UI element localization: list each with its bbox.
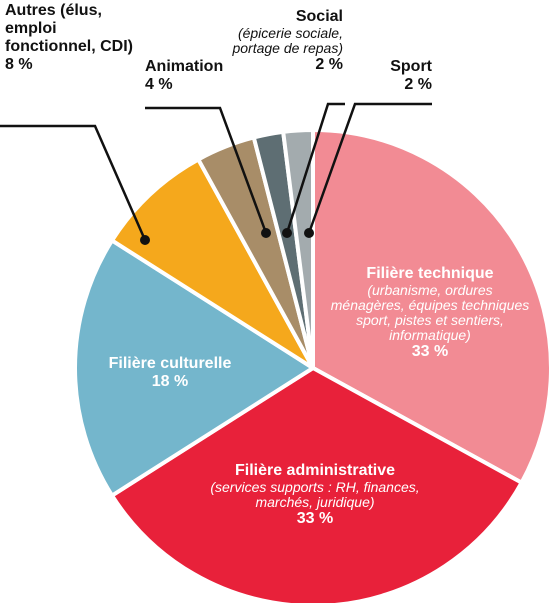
slice-label: Filière technique (urbanisme, ordures mén… xyxy=(330,265,530,361)
slice-label: Animation 4 % xyxy=(145,58,255,94)
slice-label: Autres (élus, emploi fonctionnel, CDI) 8 … xyxy=(5,2,135,74)
category-description: (urbanisme, ordures ménagères, équipes t… xyxy=(330,282,530,343)
leader-line xyxy=(145,106,268,234)
leader-line xyxy=(0,124,147,241)
category-name: Filière technique xyxy=(366,265,494,282)
leader-line xyxy=(285,102,345,234)
pie-slice xyxy=(280,127,315,369)
value-label: 2 % xyxy=(315,56,343,73)
leader-dot xyxy=(261,228,271,238)
category-name: Sport xyxy=(390,58,432,75)
category-name: Filière administrative xyxy=(234,462,396,479)
category-name: Animation xyxy=(145,58,224,75)
category-name: Filière culturelle xyxy=(108,355,232,372)
slice-label: Sport 2 % xyxy=(352,58,432,94)
category-description: (services supports : RH, finances, march… xyxy=(210,479,420,510)
pie-slice xyxy=(311,127,550,486)
value-label: 4 % xyxy=(145,76,173,93)
category-description: (épicerie sociale, portage de repas) xyxy=(232,25,343,56)
value-label: 18 % xyxy=(151,373,189,390)
value-label: 8 % xyxy=(5,56,33,73)
pie-slice xyxy=(109,365,525,603)
pie-slice xyxy=(73,237,317,499)
category-name: Social xyxy=(295,8,343,25)
value-label: 2 % xyxy=(404,76,432,93)
slice-label: Social (épicerie sociale, portage de repa… xyxy=(213,8,343,74)
leader-line xyxy=(307,102,432,234)
pie-slice xyxy=(109,156,315,370)
leader-dot xyxy=(140,235,150,245)
value-label: 33 % xyxy=(296,510,334,527)
leader-dot xyxy=(282,228,292,238)
leader-dot xyxy=(304,228,314,238)
slice-label: Filière culturelle 18 % xyxy=(85,355,255,391)
slice-label: Filière administrative (services supports… xyxy=(185,462,445,528)
category-name: Autres (élus, emploi fonctionnel, CDI) xyxy=(5,2,133,55)
value-label: 33 % xyxy=(411,343,449,360)
